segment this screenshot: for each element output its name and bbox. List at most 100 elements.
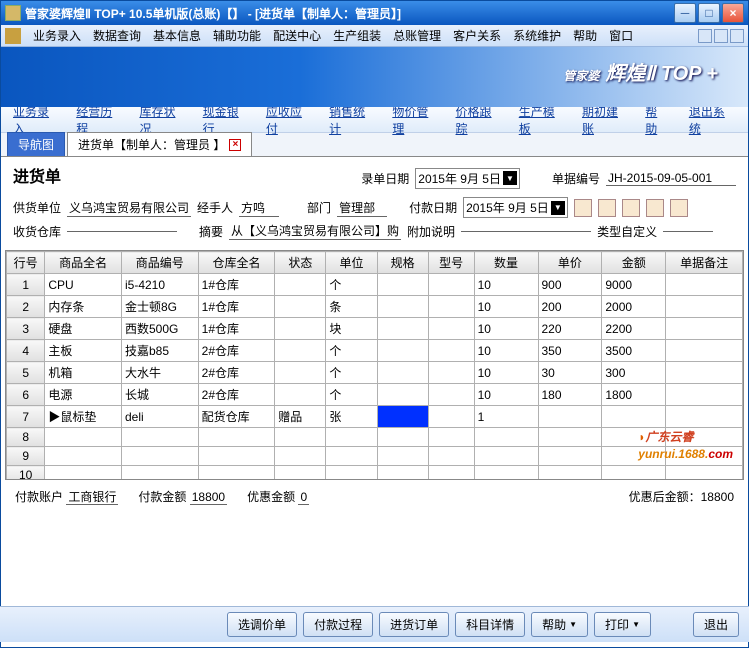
form-title: 进货单 xyxy=(13,163,61,187)
menu-生产组装[interactable]: 生产组装 xyxy=(327,29,387,43)
table-row[interactable]: 7▶鼠标垫deli配货仓库赠品张1 xyxy=(7,406,743,428)
supplier-value[interactable]: 义乌鸿宝贸易有限公司 xyxy=(67,199,191,217)
pay-amt-value[interactable]: 18800 xyxy=(190,490,227,505)
col-header[interactable]: 单位 xyxy=(326,252,377,274)
btn-进货订单[interactable]: 进货订单 xyxy=(379,612,449,637)
title-bar: 管家婆辉煌Ⅱ TOP+ 10.5单机版(总账)【】 - [进货单【制单人：管理员… xyxy=(1,1,748,25)
summary-label: 摘要 xyxy=(199,223,223,240)
table-row[interactable]: 1CPUi5-42101#仓库个109009000 xyxy=(7,274,743,296)
funcnav-应收应付[interactable]: 应收应付 xyxy=(262,103,317,137)
tab-strip: 导航图 进货单【制单人：管理员 】 × xyxy=(1,133,748,157)
recv-wh-label: 收货仓库 xyxy=(13,223,61,240)
menu-业务录入[interactable]: 业务录入 xyxy=(27,29,87,43)
footer-form: 付款账户 工商银行 付款金额 18800 优惠金额 0 优惠后金额：18800 xyxy=(1,480,748,513)
col-header[interactable]: 仓库全名 xyxy=(198,252,275,274)
tool-icon-1[interactable] xyxy=(574,199,592,217)
form-area: 进货单 录单日期 2015年 9月 5日▼ 单据编号 JH-2015-09-05… xyxy=(1,157,748,250)
btn-选调价单[interactable]: 选调价单 xyxy=(227,612,297,637)
mdi-min-icon[interactable] xyxy=(698,29,712,43)
supplier-label: 供货单位 xyxy=(13,199,61,216)
dept-value[interactable]: 管理部 xyxy=(337,199,387,217)
funcnav-销售统计[interactable]: 销售统计 xyxy=(325,103,380,137)
table-row[interactable]: 2内存条金士顿8G1#仓库条102002000 xyxy=(7,296,743,318)
btn-科目详情[interactable]: 科目详情 xyxy=(455,612,525,637)
funcnav-退出系统[interactable]: 退出系统 xyxy=(685,103,740,137)
table-row[interactable]: 4主板技嘉b852#仓库个103503500 xyxy=(7,340,743,362)
brand-banner: 管家婆辉煌Ⅱ TOP + xyxy=(1,47,748,107)
table-row[interactable]: 6电源长城2#仓库个101801800 xyxy=(7,384,743,406)
col-header[interactable]: 状态 xyxy=(275,252,326,274)
btn-付款过程[interactable]: 付款过程 xyxy=(303,612,373,637)
btn-打印[interactable]: 打印▼ xyxy=(594,612,651,637)
col-header[interactable]: 商品全名 xyxy=(45,252,122,274)
dept-label: 部门 xyxy=(307,199,331,216)
tool-icon-2[interactable] xyxy=(598,199,616,217)
menu-窗口[interactable]: 窗口 xyxy=(603,29,639,43)
funcnav-期初建账[interactable]: 期初建账 xyxy=(578,103,633,137)
menu-客户关系[interactable]: 客户关系 xyxy=(447,29,507,43)
entry-date-label: 录单日期 xyxy=(361,170,409,187)
col-header[interactable]: 金额 xyxy=(602,252,666,274)
tool-icon-3[interactable] xyxy=(622,199,640,217)
app-icon xyxy=(5,5,21,21)
table-row[interactable]: 5机箱大水牛2#仓库个1030300 xyxy=(7,362,743,384)
tool-icon-5[interactable] xyxy=(670,199,688,217)
btn-退出[interactable]: 退出 xyxy=(693,612,739,637)
col-header[interactable]: 型号 xyxy=(428,252,474,274)
menu-系统维护[interactable]: 系统维护 xyxy=(507,29,567,43)
menu-icon xyxy=(5,28,21,44)
funcnav-帮助[interactable]: 帮助 xyxy=(641,103,673,137)
main-menu-bar: 业务录入数据查询基本信息辅助功能配送中心生产组装总账管理客户关系系统维护帮助窗口 xyxy=(1,25,748,47)
tab-navmap[interactable]: 导航图 xyxy=(7,132,65,156)
funcnav-价格跟踪[interactable]: 价格跟踪 xyxy=(452,103,507,137)
tool-icon-4[interactable] xyxy=(646,199,664,217)
bottom-button-bar: 选调价单付款过程进货订单科目详情帮助▼打印▼ 退出 xyxy=(0,606,749,642)
recv-wh-value[interactable] xyxy=(67,231,177,232)
disc-value[interactable]: 0 xyxy=(298,490,309,505)
col-header[interactable]: 规格 xyxy=(377,252,428,274)
menu-基本信息[interactable]: 基本信息 xyxy=(147,29,207,43)
menu-帮助[interactable]: 帮助 xyxy=(567,29,603,43)
maximize-button[interactable]: □ xyxy=(698,3,720,23)
doc-no-label: 单据编号 xyxy=(552,170,600,187)
after-value: 18800 xyxy=(701,490,734,504)
menu-辅助功能[interactable]: 辅助功能 xyxy=(207,29,267,43)
col-header[interactable]: 商品编号 xyxy=(121,252,198,274)
custom-value[interactable] xyxy=(663,231,713,232)
table-row[interactable]: 8 xyxy=(7,428,743,447)
tab-purchase-order[interactable]: 进货单【制单人：管理员 】 × xyxy=(67,132,252,156)
minimize-button[interactable]: ─ xyxy=(674,3,696,23)
acct-value[interactable]: 工商银行 xyxy=(66,490,118,505)
doc-no-value[interactable]: JH-2015-09-05-001 xyxy=(606,171,736,186)
mdi-restore-icon[interactable] xyxy=(714,29,728,43)
funcnav-物价管理[interactable]: 物价管理 xyxy=(388,103,443,137)
mdi-close-icon[interactable] xyxy=(730,29,744,43)
after-label: 优惠后金额： xyxy=(629,490,701,504)
attach-value[interactable] xyxy=(461,231,591,232)
items-table[interactable]: 行号商品全名商品编号仓库全名状态单位规格型号数量单价金额单据备注 1CPUi5-… xyxy=(6,251,743,480)
handler-value[interactable]: 方鸣 xyxy=(239,199,279,217)
btn-帮助[interactable]: 帮助▼ xyxy=(531,612,588,637)
col-header[interactable]: 行号 xyxy=(7,252,45,274)
menu-配送中心[interactable]: 配送中心 xyxy=(267,29,327,43)
attach-label: 附加说明 xyxy=(407,223,455,240)
menu-数据查询[interactable]: 数据查询 xyxy=(87,29,147,43)
col-header[interactable]: 数量 xyxy=(474,252,538,274)
col-header[interactable]: 单价 xyxy=(538,252,602,274)
acct-label: 付款账户 xyxy=(15,490,63,504)
close-button[interactable]: × xyxy=(722,3,744,23)
pay-date-label: 付款日期 xyxy=(409,199,457,216)
function-nav: 业务录入经营历程库存状况现金银行应收应付销售统计物价管理价格跟踪生产模板期初建账… xyxy=(1,107,748,133)
funcnav-生产模板[interactable]: 生产模板 xyxy=(515,103,570,137)
summary-value[interactable]: 从【义乌鸿宝贸易有限公司】购 xyxy=(229,222,401,240)
custom-label: 类型自定义 xyxy=(597,223,657,240)
pay-date-input[interactable]: 2015年 9月 5日▼ xyxy=(463,197,568,218)
tab-close-icon[interactable]: × xyxy=(229,139,241,151)
table-row[interactable]: 3硬盘西数500G1#仓库块102202200 xyxy=(7,318,743,340)
col-header[interactable]: 单据备注 xyxy=(666,252,743,274)
entry-date-input[interactable]: 2015年 9月 5日▼ xyxy=(415,168,520,189)
table-row[interactable]: 9 xyxy=(7,447,743,466)
table-row[interactable]: 10 xyxy=(7,466,743,481)
menu-总账管理[interactable]: 总账管理 xyxy=(387,29,447,43)
disc-label: 优惠金额 xyxy=(247,490,295,504)
